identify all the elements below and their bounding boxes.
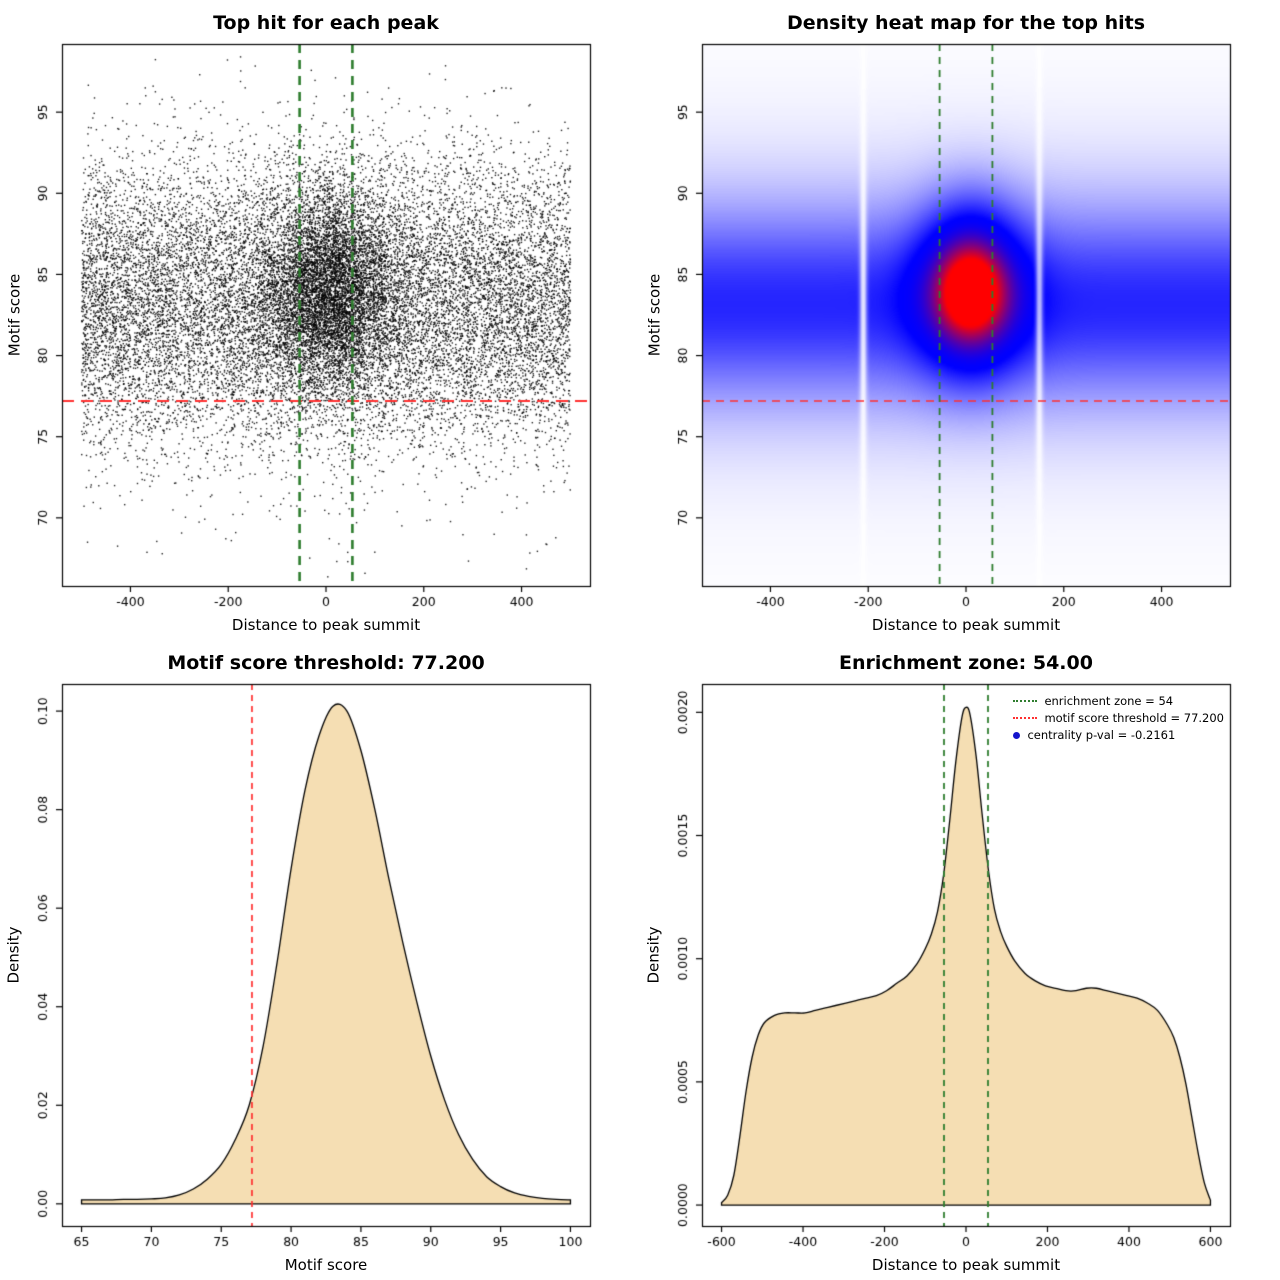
legend-item-centrality-pval: centrality p-val = -0.2161 (1013, 728, 1224, 742)
distance-density-plot-canvas (640, 640, 1280, 1280)
heatmap-xaxis-label: Distance to peak summit (871, 616, 1061, 634)
scatter-xaxis-label: Distance to peak summit (231, 616, 421, 634)
legend-item-enrichment-zone: enrichment zone = 54 (1013, 694, 1224, 708)
score-density-yaxis-label-wrap: Density (4, 684, 24, 1226)
heatmap-title: Density heat map for the top hits (786, 12, 1146, 34)
distance-density-yaxis-label-wrap: Density (644, 684, 664, 1226)
scatter-yaxis-label-wrap: Motif score (4, 44, 24, 586)
panel-scatter: Top hit for each peak Distance to peak s… (0, 0, 640, 640)
score-density-yaxis-label: Density (5, 926, 23, 984)
centrality-pval-dot-swatch (1013, 731, 1021, 739)
distance-density-yaxis-label: Density (645, 926, 663, 984)
legend-label-centrality-pval: centrality p-val = -0.2161 (1027, 728, 1176, 742)
score-density-plot-canvas (0, 640, 640, 1280)
distance-density-xaxis-label: Distance to peak summit (871, 1256, 1061, 1274)
scatter-title: Top hit for each peak (213, 12, 439, 34)
legend-label-score-threshold: motif score threshold = 77.200 (1044, 711, 1224, 725)
legend-item-score-threshold: motif score threshold = 77.200 (1013, 711, 1224, 725)
panel-distance-density: Enrichment zone: 54.00 Distance to peak … (640, 640, 1280, 1280)
legend-label-enrichment-zone: enrichment zone = 54 (1044, 694, 1174, 708)
heatmap-yaxis-label: Motif score (645, 273, 663, 357)
scatter-yaxis-label: Motif score (5, 273, 23, 357)
enrichment-zone-line-swatch (1013, 700, 1038, 702)
heatmap-plot-canvas (640, 0, 1280, 640)
score-density-xaxis-label: Motif score (284, 1256, 368, 1274)
scatter-plot-canvas (0, 0, 640, 640)
distance-density-title: Enrichment zone: 54.00 (839, 652, 1093, 674)
plot-legend: enrichment zone = 54 motif score thresho… (1013, 694, 1224, 742)
score-threshold-line-swatch (1013, 717, 1038, 719)
panel-heatmap: Density heat map for the top hits Distan… (640, 0, 1280, 640)
heatmap-yaxis-label-wrap: Motif score (644, 44, 664, 586)
score-density-title: Motif score threshold: 77.200 (167, 652, 485, 674)
panel-score-density: Motif score threshold: 77.200 Motif scor… (0, 640, 640, 1280)
